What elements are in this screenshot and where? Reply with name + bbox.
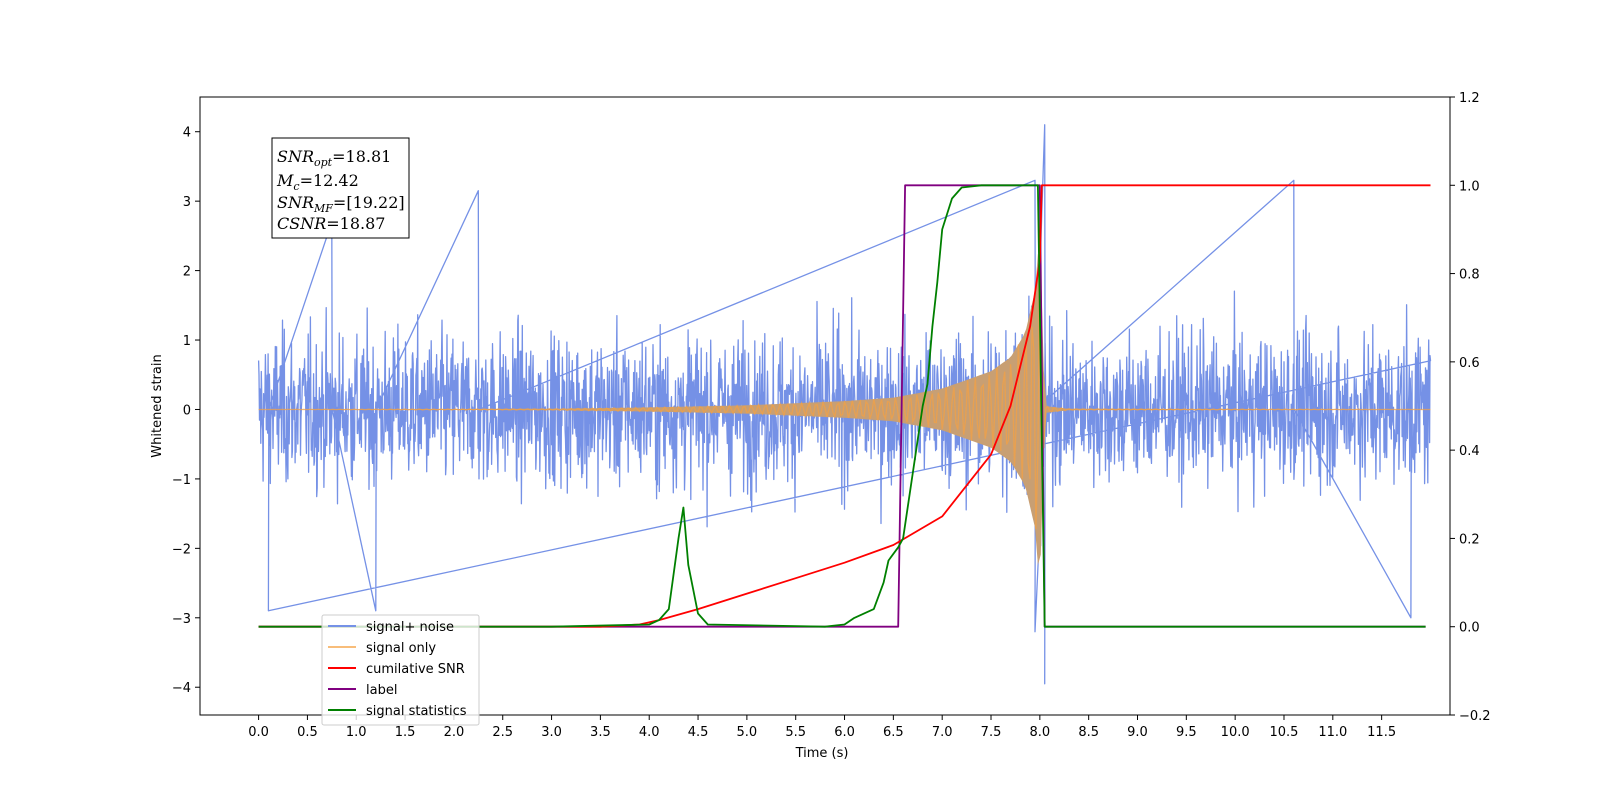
x-tick-label: 0.5 — [297, 725, 318, 740]
x-tick-label: 3.5 — [590, 725, 611, 740]
series-signal-noise — [257, 124, 1432, 685]
y-tick-label-left: 0 — [183, 403, 191, 418]
y-tick-label-left: 2 — [183, 265, 191, 280]
y-axis-label-left: Whitened strain — [150, 354, 165, 457]
x-tick-label: 7.5 — [981, 725, 1002, 740]
y-tick-label-right: 0.4 — [1459, 444, 1480, 459]
x-tick-label: 8.5 — [1078, 725, 1099, 740]
legend-label-label: label — [366, 683, 397, 698]
x-tick-label: 11.5 — [1367, 725, 1396, 740]
y-axis-right: 1.2 1.0 0.8 0.6 0.4 0.2 0.0 −0.2 — [1450, 91, 1491, 724]
annotation-csnr: CSNR=18.87 — [277, 214, 385, 233]
series-cumulative-snr — [258, 184, 1431, 628]
x-tick-label: 7.0 — [932, 725, 953, 740]
y-tick-label-left: −2 — [172, 542, 191, 557]
y-tick-label-right: 0.6 — [1459, 356, 1480, 371]
y-tick-label-left: 4 — [183, 126, 191, 141]
legend-label-cumulative-snr: cumilative SNR — [366, 662, 465, 677]
x-tick-label: 2.0 — [444, 725, 465, 740]
x-tick-label: 6.0 — [834, 725, 855, 740]
y-axis-left: 4 3 2 1 0 −1 −2 −3 −4 — [172, 126, 200, 696]
x-tick-label: 5.0 — [737, 725, 758, 740]
y-tick-label-right: 0.2 — [1459, 532, 1480, 547]
data-layer — [257, 124, 1432, 685]
series-signal-statistics — [258, 184, 1426, 628]
y-tick-label-left: 1 — [183, 334, 191, 349]
legend-label-signal-statistics: signal statistics — [366, 704, 467, 719]
y-tick-label-left: −4 — [172, 681, 191, 696]
x-tick-label: 9.0 — [1127, 725, 1148, 740]
x-tick-label: 9.5 — [1176, 725, 1197, 740]
legend: signal+ noise signal only cumilative SNR… — [321, 614, 480, 726]
legend-frame — [321, 614, 480, 726]
x-tick-label: 4.0 — [639, 725, 660, 740]
y-tick-label-right: −0.2 — [1459, 709, 1491, 724]
y-tick-label-right: 1.2 — [1459, 91, 1480, 106]
x-tick-label: 3.0 — [541, 725, 562, 740]
x-axis: 0.0 0.5 1.0 1.5 2.0 2.5 3.0 3.5 4.0 4.5 5.0 5.5 6.0 6… — [248, 715, 1396, 740]
y-tick-label-right: 1.0 — [1459, 179, 1480, 194]
annotation-snr-opt: SNRopt=18.81 — [277, 147, 391, 169]
x-tick-label: 0.0 — [248, 725, 269, 740]
x-tick-label: 5.5 — [785, 725, 806, 740]
x-tick-label: 10.5 — [1270, 725, 1299, 740]
legend-label-signal-only: signal only — [366, 641, 436, 656]
stats-annotation-box: SNRopt=18.81 Mc=12.42 SNRMF=[19.22] CSNR… — [271, 137, 410, 239]
x-tick-label: 10.0 — [1221, 725, 1250, 740]
x-tick-label: 6.5 — [883, 725, 904, 740]
x-tick-label: 4.5 — [688, 725, 709, 740]
y-tick-label-left: 3 — [183, 195, 191, 210]
x-tick-label: 2.5 — [492, 725, 513, 740]
y-tick-label-left: −1 — [172, 473, 191, 488]
legend-label-signal-noise: signal+ noise — [366, 620, 454, 635]
x-tick-label: 1.5 — [395, 725, 416, 740]
x-tick-label: 1.0 — [346, 725, 367, 740]
series-signal-only — [258, 231, 1431, 530]
x-tick-label: 8.0 — [1030, 725, 1051, 740]
annotation-frame — [271, 137, 410, 239]
annotation-mc: Mc=12.42 — [276, 171, 359, 193]
annotation-snr-mf: SNRMF=[19.22] — [277, 193, 405, 215]
y-tick-label-right: 0.0 — [1459, 621, 1480, 636]
plot-frame — [199, 96, 1451, 716]
x-axis-label: Time (s) — [795, 746, 849, 761]
x-tick-label: 11.0 — [1318, 725, 1347, 740]
series-signal-only-envelope — [258, 253, 1431, 565]
y-tick-label-right: 0.8 — [1459, 268, 1480, 283]
y-tick-label-left: −3 — [172, 612, 191, 627]
